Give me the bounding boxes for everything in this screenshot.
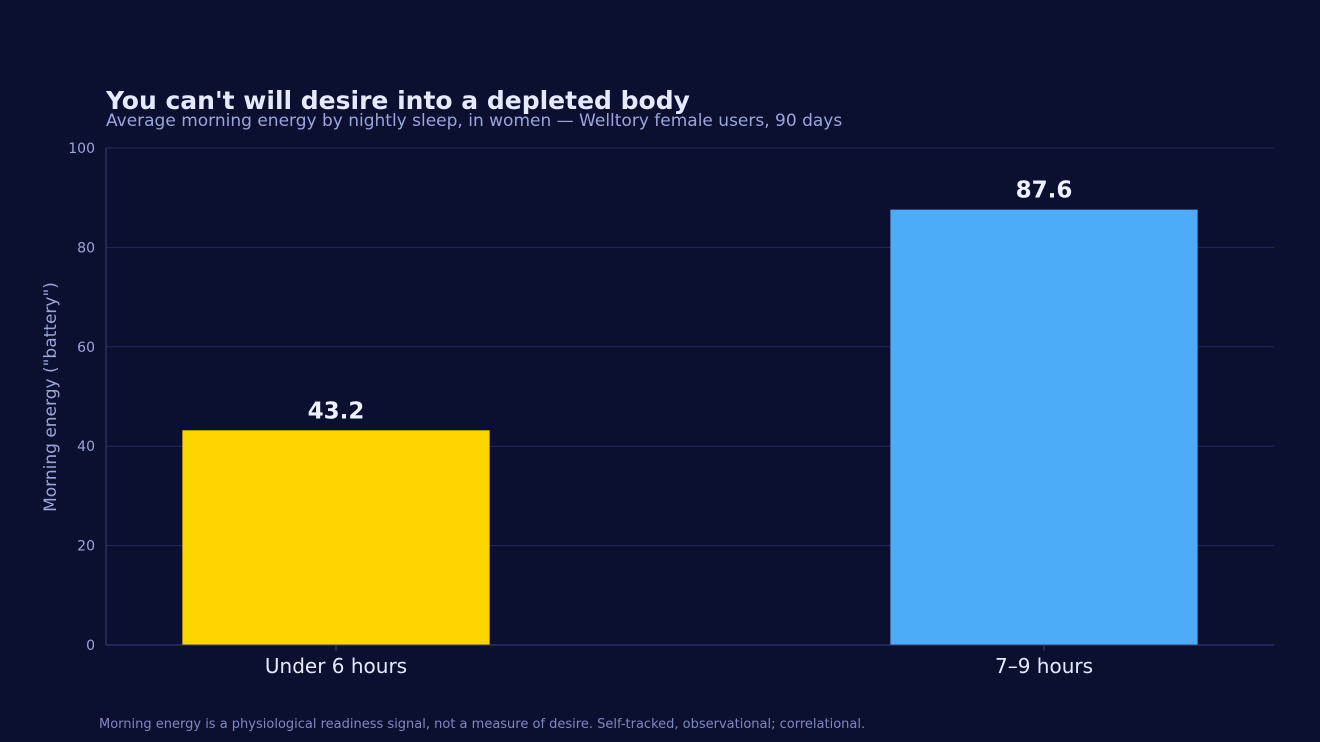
bar-value-label: 43.2 — [308, 398, 365, 424]
axes — [105, 148, 1274, 646]
bars — [182, 209, 1198, 646]
bar-value-label: 87.6 — [1016, 178, 1073, 204]
bar — [182, 430, 490, 645]
x-axis-categories: Under 6 hours 7–9 hours — [265, 645, 1093, 678]
y-tick-label: 60 — [77, 340, 95, 356]
y-axis-label: Morning energy ("battery") — [41, 282, 61, 512]
y-tick-label: 0 — [86, 638, 95, 654]
y-tick-label: 20 — [77, 539, 95, 555]
chart-subtitle: Average morning energy by nightly sleep,… — [106, 111, 842, 131]
x-category-label: 7–9 hours — [995, 654, 1093, 678]
y-tick-label: 100 — [68, 141, 95, 157]
y-tick-label: 80 — [77, 240, 95, 256]
footnote: Morning energy is a physiological readin… — [99, 717, 865, 732]
bar — [890, 209, 1198, 646]
value-labels: 43.2 87.6 — [308, 178, 1073, 425]
x-category-label: Under 6 hours — [265, 654, 407, 678]
y-tick-label: 40 — [77, 439, 95, 455]
y-axis-ticks: 0 20 40 60 80 100 — [68, 141, 95, 654]
chart-title: You can't will desire into a depleted bo… — [105, 86, 690, 115]
